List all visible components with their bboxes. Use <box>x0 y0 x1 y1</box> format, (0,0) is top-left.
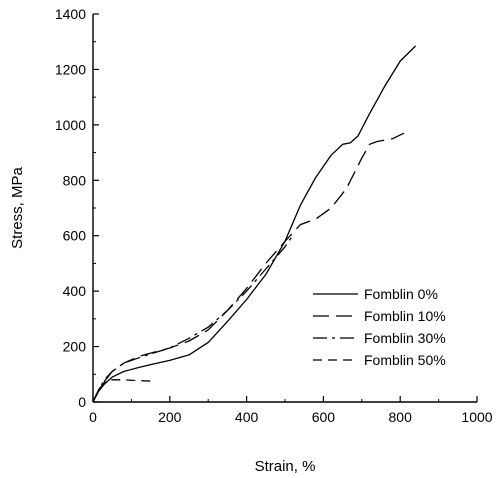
y-tick-label: 400 <box>63 283 87 299</box>
series-line-0 <box>92 45 417 403</box>
x-tick-label: 800 <box>389 409 413 425</box>
y-tick-label: 0 <box>78 394 86 410</box>
y-tick-label: 800 <box>63 172 87 188</box>
x-tick-label: 1000 <box>461 409 492 425</box>
y-axis-title: Stress, MPa <box>9 166 26 248</box>
series-line-2 <box>92 235 294 403</box>
legend: Fomblin 0% Fomblin 10% Fomblin 30% Fomblin … <box>313 286 446 368</box>
y-tick-label: 200 <box>63 339 87 355</box>
y-tick-label: 1200 <box>55 61 86 77</box>
series-line-1 <box>92 132 405 403</box>
y-tick-label: 1400 <box>55 6 86 22</box>
legend-label-0: Fomblin 0% <box>364 286 438 302</box>
x-tick-label: 400 <box>235 409 259 425</box>
axes: 0 200 400 600 800 1000 0 200 400 600 800 1000 1200 14… <box>55 6 493 425</box>
legend-label-3: Fomblin 50% <box>364 352 446 368</box>
y-tick-label: 1000 <box>55 117 86 133</box>
legend-label-2: Fomblin 30% <box>364 330 446 346</box>
x-tick-label: 0 <box>89 409 97 425</box>
y-tick-label: 600 <box>63 228 87 244</box>
x-tick-label: 600 <box>312 409 336 425</box>
legend-label-1: Fomblin 10% <box>364 308 446 324</box>
x-tick-label: 200 <box>158 409 182 425</box>
series-line-3 <box>92 379 155 403</box>
x-axis-title: Strain, % <box>255 458 316 475</box>
series-layer <box>92 45 417 403</box>
